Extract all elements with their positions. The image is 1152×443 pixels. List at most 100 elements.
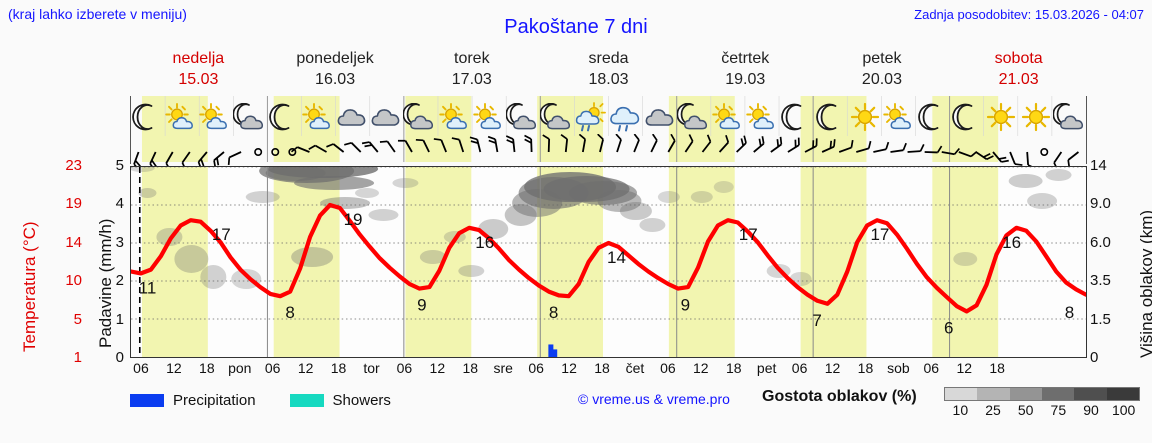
- sun-cloud-icon: [745, 98, 779, 136]
- wind-barb: [524, 134, 533, 153]
- temp-tick: 5: [73, 310, 82, 328]
- wind-barb: [308, 144, 327, 153]
- cloud-tick: 6.0: [1090, 233, 1111, 251]
- x-axis-label: 06: [133, 360, 149, 376]
- sun-cloud-icon: [472, 98, 506, 136]
- wind-barb: [254, 148, 263, 157]
- temp-tick: 10: [65, 272, 82, 290]
- day-header-petek: petek 20.03: [814, 48, 951, 93]
- moon-cloud-icon: [540, 98, 574, 136]
- day-header-sreda: sreda 18.03: [540, 48, 677, 93]
- x-axis-label: 12: [429, 360, 446, 376]
- cloud-density-step-label: 90: [1083, 402, 1099, 418]
- x-axis-label: tor: [363, 360, 380, 376]
- x-axis-label: 12: [693, 360, 709, 376]
- temp-tick: 1: [73, 349, 82, 366]
- wind-barb: [344, 141, 362, 153]
- cloud-density-scale-labels: 10 25 50 75 90 100: [944, 402, 1140, 420]
- temperature-annotation: 8: [285, 303, 294, 322]
- sun-cloud-icon: [882, 98, 916, 136]
- temperature-annotation: 16: [1002, 233, 1021, 252]
- cloud-icon: [643, 98, 677, 136]
- wind-barb: [165, 151, 174, 166]
- cloud-density-step: [1074, 388, 1107, 400]
- credit-link[interactable]: © vreme.us & vreme.pro: [578, 391, 730, 407]
- wind-barb: [379, 140, 396, 153]
- cloud-tick: 1.5: [1090, 310, 1111, 328]
- cloud-density-legend-title: Gostota oblakov (%): [762, 388, 917, 405]
- x-axis-label: 06: [396, 360, 413, 376]
- wind-barb: [1067, 151, 1080, 166]
- wind-barb: [326, 143, 345, 153]
- prec-tick: 1: [115, 310, 124, 328]
- x-axis-label: 18: [199, 360, 215, 376]
- cloud-density-scale: [944, 387, 1140, 401]
- x-axis-label: 12: [297, 360, 314, 376]
- sun-cloud-rain-icon: [574, 98, 608, 136]
- wind-barb: [856, 140, 872, 153]
- sun-cloud-icon: [438, 98, 472, 136]
- plot-canvas: 11 17 8 19 9 16 8 14 9 17 7 17 6 16 8: [131, 167, 1086, 357]
- wind-barb-row: [133, 134, 1080, 166]
- day-header-ponedeljek: ponedeljek 16.03: [267, 48, 404, 93]
- wind-barb: [560, 134, 569, 153]
- day-header-torek: torek 17.03: [403, 48, 540, 93]
- wind-barb: [487, 135, 499, 153]
- moon-cloud-icon: [676, 98, 711, 136]
- cloud-density-step: [945, 388, 978, 400]
- forecast-plot: 11 17 8 19 9 16 8 14 9 17 7 17 6 16 8: [130, 166, 1087, 358]
- prec-tick: 4: [115, 195, 124, 213]
- wind-barb: [804, 138, 818, 153]
- day-header-cetrtek: četrtek 19.03: [677, 48, 814, 93]
- moon-cloud-icon: [1052, 98, 1087, 136]
- moon-cloud-icon: [232, 98, 267, 136]
- x-axis-label: 12: [561, 360, 577, 376]
- x-axis-time-labels: 06 12 18 pon 06 12 18 tor 06 12 18 sre 06 12 18 čet 06 12…: [130, 360, 1087, 380]
- cloud-icon: [369, 98, 403, 136]
- day-name: četrtek: [721, 50, 770, 67]
- day-header-sobota: sobota 21.03: [950, 48, 1087, 93]
- cloud-height-axis-title: Višina oblakov (km): [1137, 209, 1152, 358]
- wind-barb: [227, 151, 242, 166]
- sun-icon: [984, 98, 1018, 136]
- x-axis-label: 18: [330, 360, 347, 376]
- prec-tick: 2: [115, 272, 124, 290]
- wind-barb: [149, 151, 157, 166]
- moon-cloud-icon: [403, 98, 437, 136]
- day-date: 16.03: [315, 71, 356, 88]
- cloud-density-step-label: 25: [985, 402, 1001, 418]
- wind-barb: [433, 138, 447, 153]
- moon-icon: [950, 98, 984, 136]
- x-axis-label: 12: [166, 360, 182, 376]
- wind-barb: [288, 148, 297, 157]
- temperature-annotation: 14: [607, 248, 626, 267]
- moon-icon: [813, 98, 847, 136]
- wind-barb: [271, 148, 280, 157]
- cloud-density-step: [1041, 388, 1075, 400]
- sun-cloud-icon: [301, 98, 335, 136]
- x-axis-label: 06: [264, 360, 281, 376]
- wind-barb: [1009, 151, 1023, 166]
- wind-barb: [1026, 151, 1033, 166]
- wind-barb: [133, 151, 141, 166]
- x-axis-label: sre: [493, 360, 513, 376]
- showers-legend-label: Showers: [332, 391, 391, 409]
- cloud-tick: 14: [1090, 157, 1107, 174]
- sun-icon: [1018, 98, 1052, 136]
- cloud-icon: [335, 98, 369, 136]
- day-name: torek: [454, 50, 490, 67]
- moon-icon: [267, 98, 301, 136]
- x-axis-label: 06: [791, 360, 808, 376]
- x-axis-label: 18: [857, 360, 874, 376]
- prec-tick: 5: [115, 157, 124, 174]
- day-name: petek: [862, 50, 902, 67]
- day-header-nedelja: nedelja 15.03: [130, 48, 267, 93]
- temp-tick: 23: [65, 157, 82, 174]
- wind-barb: [667, 134, 676, 153]
- day-date: 19.03: [725, 71, 766, 88]
- precipitation-axis-ticks: 5 4 3 2 1 0: [96, 157, 124, 366]
- temperature-annotation: 7: [812, 311, 821, 330]
- sun-cloud-icon: [711, 98, 745, 136]
- wind-barb: [838, 140, 854, 153]
- wind-barb: [701, 134, 712, 153]
